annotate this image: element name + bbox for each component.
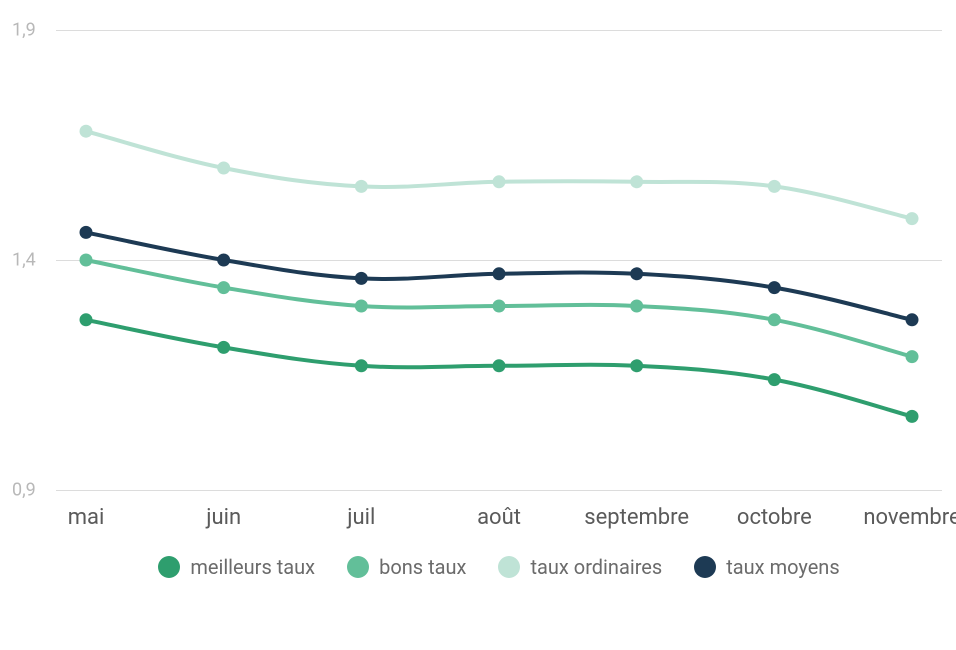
series-point-taux_moyens [80, 226, 93, 239]
series-point-bons_taux [493, 300, 506, 313]
chart-plot [56, 30, 942, 490]
series-point-bons_taux [355, 300, 368, 313]
series-point-taux_moyens [217, 254, 230, 267]
chart-legend: meilleurs taux bons taux taux ordinaires ta… [56, 555, 942, 579]
series-point-meilleurs_taux [355, 359, 368, 372]
series-point-meilleurs_taux [906, 410, 919, 423]
legend-label: taux moyens [726, 555, 839, 579]
legend-dot-icon [498, 556, 520, 578]
x-axis-tick-label: août [477, 505, 521, 530]
series-point-bons_taux [906, 350, 919, 363]
series-point-taux_ordinaires [768, 180, 781, 193]
series-point-taux_ordinaires [355, 180, 368, 193]
series-point-bons_taux [80, 254, 93, 267]
series-point-taux_ordinaires [493, 175, 506, 188]
series-point-taux_ordinaires [80, 125, 93, 138]
y-axis-tick-label: 1,4 [0, 250, 46, 271]
legend-label: bons taux [379, 555, 466, 579]
series-point-taux_moyens [906, 313, 919, 326]
series-point-taux_moyens [768, 281, 781, 294]
series-point-meilleurs_taux [217, 341, 230, 354]
legend-label: taux ordinaires [530, 555, 662, 579]
x-axis-tick-label: juin [206, 505, 241, 530]
rate-line-chart: 0,9 1,4 1,9 mai juin juil août septembre octobr… [0, 0, 956, 650]
x-axis-tick-label: octobre [737, 505, 812, 530]
series-point-taux_ordinaires [217, 162, 230, 175]
x-axis-tick-label: mai [68, 505, 105, 530]
legend-item-bons_taux: bons taux [347, 555, 466, 579]
series-point-meilleurs_taux [768, 373, 781, 386]
series-line-taux_ordinaires [86, 131, 912, 218]
series-point-taux_moyens [630, 267, 643, 280]
series-point-meilleurs_taux [630, 359, 643, 372]
x-axis-tick-label: novembre [863, 505, 956, 530]
series-point-taux_ordinaires [906, 212, 919, 225]
series-point-bons_taux [217, 281, 230, 294]
series-point-taux_moyens [493, 267, 506, 280]
legend-dot-icon [694, 556, 716, 578]
series-point-meilleurs_taux [80, 313, 93, 326]
legend-item-meilleurs_taux: meilleurs taux [158, 555, 315, 579]
x-axis-tick-label: juil [347, 505, 375, 530]
legend-dot-icon [158, 556, 180, 578]
legend-item-taux_moyens: taux moyens [694, 555, 839, 579]
legend-dot-icon [347, 556, 369, 578]
series-point-bons_taux [630, 300, 643, 313]
series-point-taux_moyens [355, 272, 368, 285]
legend-label: meilleurs taux [190, 555, 315, 579]
series-point-bons_taux [768, 313, 781, 326]
series-point-meilleurs_taux [493, 359, 506, 372]
y-axis-tick-label: 1,9 [0, 20, 46, 41]
x-axis-labels: maijuinjuilaoûtseptembreoctobrenovembre [56, 505, 942, 535]
series-point-taux_ordinaires [630, 175, 643, 188]
gridline [56, 490, 942, 491]
legend-item-taux_ordinaires: taux ordinaires [498, 555, 662, 579]
x-axis-tick-label: septembre [584, 505, 689, 530]
y-axis-tick-label: 0,9 [0, 480, 46, 501]
